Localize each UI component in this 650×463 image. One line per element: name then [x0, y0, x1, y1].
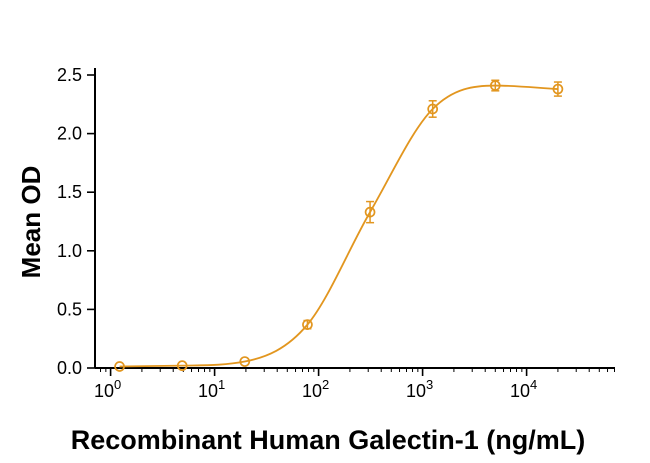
y-tick-label: 1.5 [57, 182, 82, 202]
data-point-marker [427, 103, 439, 115]
data-point-marker [364, 206, 376, 218]
x-tick-label: 101 [198, 377, 225, 401]
x-tick-label: 102 [302, 377, 329, 401]
x-tick-label: 103 [406, 377, 433, 401]
y-axis-title: Mean OD [16, 166, 46, 279]
x-tick-label: 104 [510, 377, 537, 401]
data-point-marker [552, 83, 564, 95]
y-tick-label: 2.0 [57, 124, 82, 144]
data-point-marker [176, 360, 188, 372]
data-point-marker [302, 319, 313, 330]
x-axis-title: Recombinant Human Galectin-1 (ng/mL) [71, 425, 586, 455]
plot-area: 100 101 102 103 104 0.0 0.5 1.0 1.5 2.0 2.5 [57, 65, 615, 401]
y-tick-label: 1.0 [57, 241, 82, 261]
data-point-marker [489, 80, 501, 91]
x-tick-label: 100 [94, 377, 121, 401]
data-point-marker [239, 356, 251, 367]
y-tick-label: 0.5 [57, 299, 82, 319]
y-tick-label: 2.5 [57, 65, 82, 85]
data-point-marker [114, 361, 125, 372]
y-tick-label: 0.0 [57, 358, 82, 378]
fit-curve [119, 84, 558, 368]
